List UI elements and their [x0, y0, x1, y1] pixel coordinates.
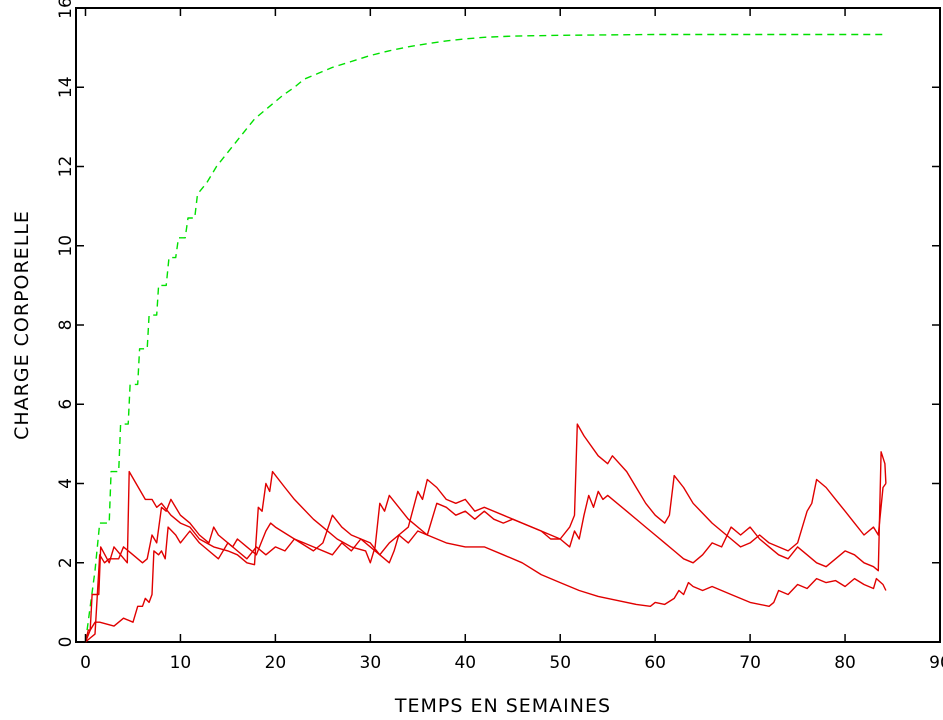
- x-axis-ticks: 0 10 20 30 40 50 60 70 80 90: [80, 8, 943, 673]
- series-layer: [84, 33, 887, 643]
- y-axis-label: CHARGE CORPORELLE: [11, 210, 33, 440]
- red-series-line-3: [84, 423, 887, 643]
- y-tick-label: 12: [56, 156, 76, 178]
- plot-frame: [75, 7, 941, 643]
- y-tick-label: 4: [56, 478, 76, 489]
- y-tick-label: 8: [56, 320, 76, 331]
- x-tick-label: 40: [454, 653, 476, 673]
- x-tick-label: 60: [644, 653, 666, 673]
- x-tick-label: 20: [265, 653, 287, 673]
- x-axis-label: TEMPS EN SEMAINES: [394, 695, 611, 717]
- x-tick-label: 0: [80, 653, 91, 673]
- x-tick-label: 70: [739, 653, 761, 673]
- x-tick-label: 80: [834, 653, 856, 673]
- x-tick-label: 90: [929, 653, 943, 673]
- y-tick-label: 10: [56, 235, 76, 257]
- y-tick-label: 0: [56, 637, 76, 648]
- y-tick-label: 2: [56, 557, 76, 568]
- y-tick-label: 6: [56, 399, 76, 410]
- y-axis-ticks: 0 2 4 6 8 10 12 14 16: [56, 0, 940, 647]
- x-tick-label: 50: [549, 653, 571, 673]
- x-tick-label: 10: [170, 653, 192, 673]
- dashed-series-line: [84, 33, 883, 643]
- y-tick-label: 16: [56, 0, 76, 19]
- red-series-line-1: [84, 470, 887, 643]
- x-tick-label: 30: [360, 653, 382, 673]
- y-tick-label: 14: [56, 76, 76, 98]
- red-series-line-2: [85, 451, 887, 643]
